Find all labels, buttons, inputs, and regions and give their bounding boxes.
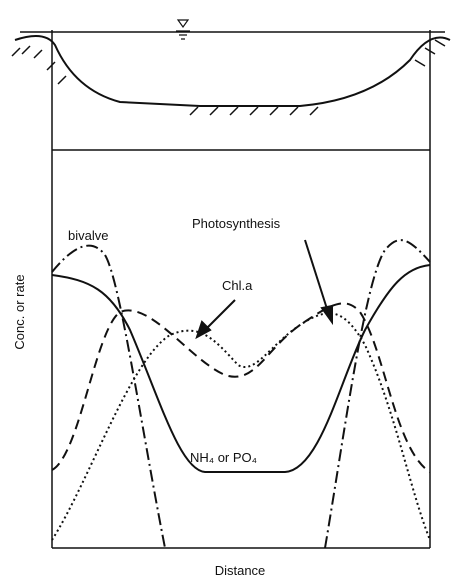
- nutrient-curve: [51, 264, 431, 473]
- river-bed: [14, 35, 451, 107]
- x-axis-label: Distance: [215, 563, 266, 578]
- bivalve-label: bivalve: [68, 228, 108, 243]
- river-cross-section: [11, 19, 451, 116]
- chla-curve: [51, 302, 431, 473]
- nutrient-label: NH₄ or PO₄: [190, 450, 257, 465]
- arrows: [195, 239, 333, 340]
- bivalve-curve: [51, 239, 431, 549]
- water-level-symbol: [176, 19, 190, 40]
- chla-label: Chl.a: [222, 278, 253, 293]
- photosynthesis-curve: [51, 312, 431, 541]
- frame: [51, 30, 431, 549]
- y-axis-label: Conc. or rate: [12, 274, 27, 349]
- photosynthesis-label: Photosynthesis: [192, 216, 281, 231]
